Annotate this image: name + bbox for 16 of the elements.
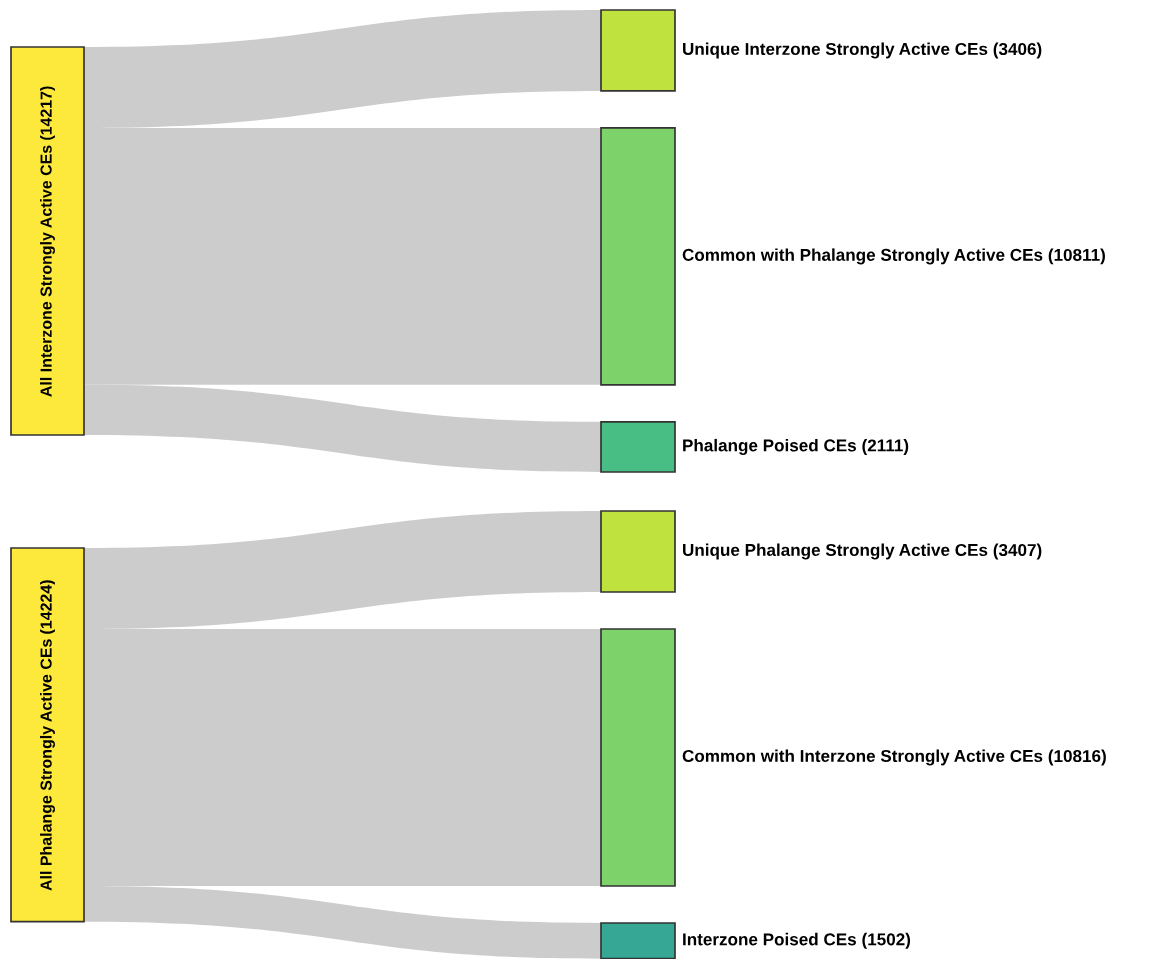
data-label: (2111) — [862, 438, 909, 455]
category-label: Unique Interzone Strongly Active CEs — [683, 42, 988, 59]
data-label: (1502) — [862, 932, 911, 949]
data-label: (10816) — [1048, 749, 1106, 766]
category-label: Common with Phalange Strongly Active CEs — [682, 248, 1043, 265]
data-label: (10811) — [1048, 248, 1105, 265]
category-label: Common with Interzone Strongly Active CEs — [682, 749, 1043, 766]
data-label: (14224) — [40, 580, 55, 634]
category-label: Unique Phalange Strongly Active CEs — [683, 543, 988, 560]
data-label: (3406) — [993, 42, 1042, 59]
category-label: All Interzone Strongly Active CEs — [40, 145, 55, 397]
category-label: All Phalange Strongly Active CEs — [40, 639, 55, 891]
data-label: (3407) — [993, 543, 1042, 560]
category-label: Interzone Poised CEs — [683, 932, 856, 946]
data-label: (14217) — [40, 86, 55, 140]
category-label: Phalange Poised CEs — [683, 438, 856, 455]
